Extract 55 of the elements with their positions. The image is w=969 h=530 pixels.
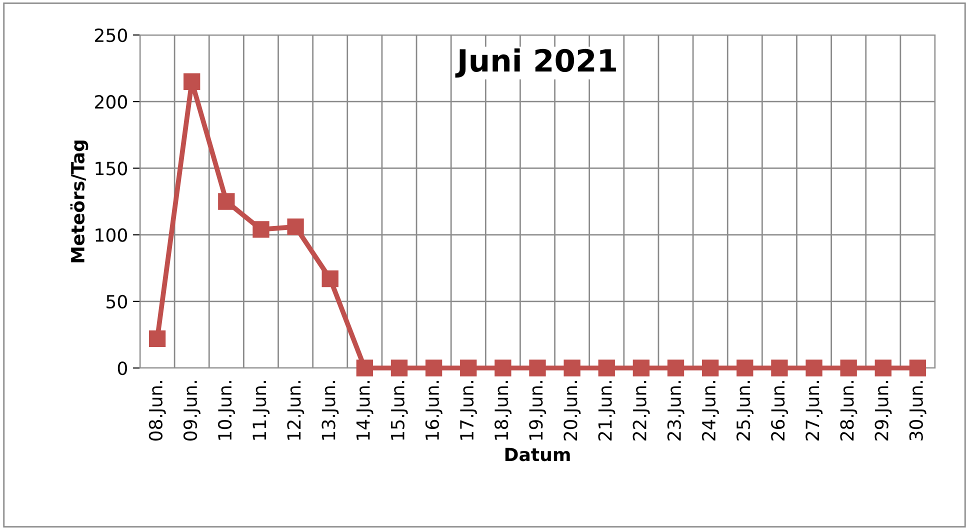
point xyxy=(252,221,270,238)
point xyxy=(564,360,580,376)
point xyxy=(460,360,477,376)
x-tick-label: 11.Jun. xyxy=(252,381,270,440)
point xyxy=(702,360,719,376)
point xyxy=(529,360,546,376)
point xyxy=(806,360,822,376)
x-tick-label: 17.Jun. xyxy=(460,381,477,440)
point xyxy=(667,360,684,376)
x-tick-label: 23.Jun. xyxy=(667,381,684,440)
point xyxy=(148,330,166,348)
chart-title: Juni 2021 xyxy=(455,48,616,78)
x-tick-label: 27.Jun. xyxy=(806,381,823,440)
x-tick-label: 13.Jun. xyxy=(322,381,339,440)
x-tick-label: 16.Jun. xyxy=(425,381,442,440)
x-tick-label: 15.Jun. xyxy=(391,381,408,440)
y-tick-label: 150 xyxy=(96,162,127,176)
point xyxy=(356,360,374,376)
x-tick-label: 09.Jun. xyxy=(183,381,200,441)
point xyxy=(909,360,926,376)
x-axis-title: Datum xyxy=(505,448,570,462)
point xyxy=(840,360,857,376)
point xyxy=(218,193,235,210)
x-tick-label: 12.Jun. xyxy=(287,381,304,440)
x-tick-label: 08.Jun. xyxy=(148,381,166,441)
x-tick-label: 22.Jun. xyxy=(632,381,650,440)
y-axis-title: Meteörs/Tag xyxy=(70,140,88,262)
y-tick-label: 250 xyxy=(95,28,127,42)
x-tick-label: 30.Jun. xyxy=(909,381,926,440)
x-tick-label: 29.Jun. xyxy=(874,381,892,440)
x-tick-label: 28.Jun. xyxy=(840,381,858,440)
x-tick-label: 19.Jun. xyxy=(529,381,546,440)
x-tick-label: 14.Jun. xyxy=(356,381,374,440)
point xyxy=(598,360,615,376)
point xyxy=(287,218,304,236)
x-tick-label: 10.Jun. xyxy=(218,381,236,440)
x-tick-label: 26.Jun. xyxy=(771,381,788,440)
point xyxy=(771,360,788,376)
y-tick-label: 0 xyxy=(118,361,127,376)
point xyxy=(322,270,338,288)
point xyxy=(874,360,892,376)
point xyxy=(184,73,200,90)
x-tick-label: 25.Jun. xyxy=(736,381,754,440)
y-tick-label: 100 xyxy=(96,228,127,242)
x-tick-label: 21.Jun. xyxy=(598,381,616,440)
point xyxy=(425,360,442,376)
point xyxy=(736,360,754,376)
y-tick-label: 50 xyxy=(106,294,127,309)
x-tick-label: 18.Jun. xyxy=(494,381,512,440)
y-tick-label: 200 xyxy=(95,95,127,109)
point xyxy=(494,360,512,376)
point xyxy=(390,360,408,376)
x-tick-label: 20.Jun. xyxy=(564,381,581,440)
x-tick-label: 24.Jun. xyxy=(702,381,719,440)
point xyxy=(632,360,650,376)
